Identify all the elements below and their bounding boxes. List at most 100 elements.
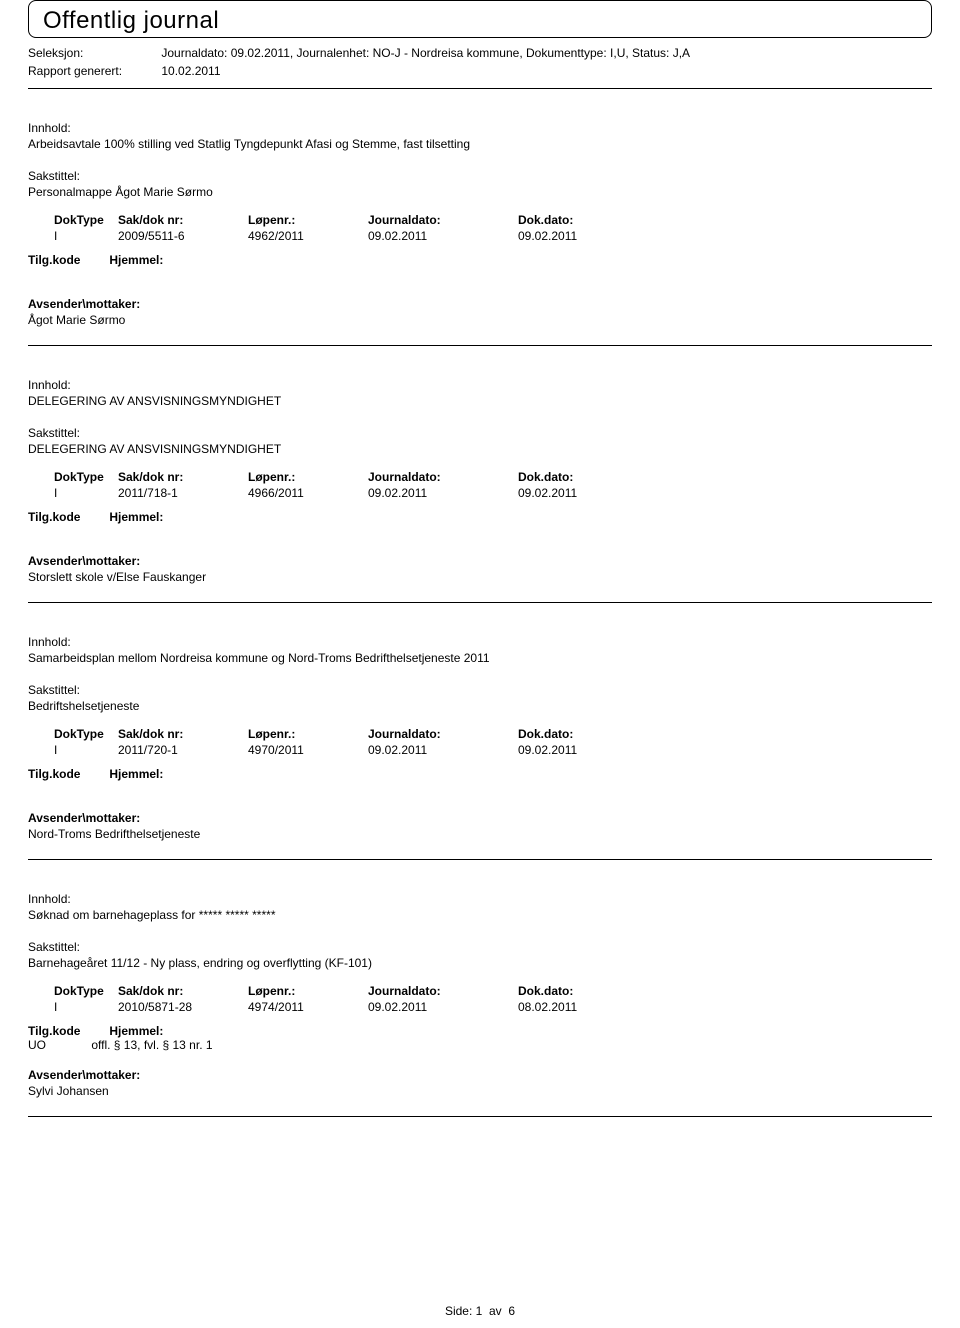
col-lopenr-label: Løpenr.: — [248, 727, 368, 741]
innhold-text: Søknad om barnehageplass for ***** *****… — [28, 908, 932, 922]
journaldato-value: 09.02.2011 — [368, 1000, 518, 1014]
hjemmel-row: Tilg.kode Hjemmel: — [28, 253, 932, 281]
doktype-value: I — [28, 486, 118, 500]
avsender-text: Sylvi Johansen — [28, 1084, 932, 1098]
avsender-label: Avsender\mottaker: — [28, 811, 932, 825]
avsender-label: Avsender\mottaker: — [28, 1068, 932, 1082]
rapport-line: Rapport generert: 10.02.2011 — [28, 64, 932, 78]
lopenr-value: 4962/2011 — [248, 229, 368, 243]
hjemmel-label: Hjemmel: — [109, 1024, 163, 1038]
hjemmel-row: Tilg.kode Hjemmel: — [28, 767, 932, 795]
avsender-text: Ågot Marie Sørmo — [28, 313, 932, 327]
sakstittel-label: Sakstittel: — [28, 169, 932, 183]
tilgkode-label: Tilg.kode — [28, 253, 106, 267]
seleksjon-line: Seleksjon: Journaldato: 09.02.2011, Jour… — [28, 46, 932, 60]
doktype-value: I — [28, 229, 118, 243]
col-doktype-label: DokType — [28, 727, 118, 741]
journal-entry: Innhold: Søknad om barnehageplass for **… — [28, 860, 932, 1117]
col-doktype-label: DokType — [28, 984, 118, 998]
dokdato-value: 09.02.2011 — [518, 229, 668, 243]
col-sakdok-label: Sak/dok nr: — [118, 727, 248, 741]
table-header-row: DokType Sak/dok nr: Løpenr.: Journaldato… — [28, 213, 932, 227]
seleksjon-value: Journaldato: 09.02.2011, Journalenhet: N… — [161, 46, 690, 60]
table-data-row: I 2011/718-1 4966/2011 09.02.2011 09.02.… — [28, 486, 932, 500]
innhold-text: DELEGERING AV ANSVISNINGSMYNDIGHET — [28, 394, 932, 408]
dokdato-value: 08.02.2011 — [518, 1000, 668, 1014]
col-lopenr-label: Løpenr.: — [248, 984, 368, 998]
innhold-text: Arbeidsavtale 100% stilling ved Statlig … — [28, 137, 932, 151]
avsender-text: Storslett skole v/Else Fauskanger — [28, 570, 932, 584]
col-journaldato-label: Journaldato: — [368, 470, 518, 484]
av-label: av — [489, 1304, 502, 1318]
page-footer: Side: 1 av 6 — [0, 1304, 960, 1318]
hjemmel-row: Tilg.kode Hjemmel: UO offl. § 13, fvl. §… — [28, 1024, 932, 1052]
sakdok-value: 2009/5511-6 — [118, 229, 248, 243]
page-title: Offentlig journal — [43, 7, 917, 35]
hjemmel-row: Tilg.kode Hjemmel: — [28, 510, 932, 538]
rapport-value: 10.02.2011 — [161, 64, 220, 78]
col-sakdok-label: Sak/dok nr: — [118, 984, 248, 998]
dokdato-value: 09.02.2011 — [518, 486, 668, 500]
journal-entry: Innhold: Samarbeidsplan mellom Nordreisa… — [28, 603, 932, 860]
avsender-label: Avsender\mottaker: — [28, 554, 932, 568]
col-journaldato-label: Journaldato: — [368, 727, 518, 741]
page-total: 6 — [508, 1304, 515, 1318]
hjemmel-label: Hjemmel: — [109, 767, 163, 781]
journaldato-value: 09.02.2011 — [368, 743, 518, 757]
journaldato-value: 09.02.2011 — [368, 229, 518, 243]
sakdok-value: 2011/720-1 — [118, 743, 248, 757]
col-sakdok-label: Sak/dok nr: — [118, 470, 248, 484]
sakstittel-text: Bedriftshelsetjeneste — [28, 699, 932, 713]
lopenr-value: 4974/2011 — [248, 1000, 368, 1014]
tilgkode-label: Tilg.kode — [28, 1024, 106, 1038]
sakstittel-label: Sakstittel: — [28, 940, 932, 954]
lopenr-value: 4966/2011 — [248, 486, 368, 500]
innhold-label: Innhold: — [28, 121, 932, 135]
doktype-value: I — [28, 1000, 118, 1014]
sakstittel-text: Personalmappe Ågot Marie Sørmo — [28, 185, 932, 199]
col-doktype-label: DokType — [28, 213, 118, 227]
table-header-row: DokType Sak/dok nr: Løpenr.: Journaldato… — [28, 727, 932, 741]
hjemmel-label: Hjemmel: — [109, 510, 163, 524]
journal-entry: Innhold: Arbeidsavtale 100% stilling ved… — [28, 88, 932, 346]
seleksjon-label: Seleksjon: — [28, 46, 158, 60]
col-dokdato-label: Dok.dato: — [518, 470, 668, 484]
table-data-row: I 2009/5511-6 4962/2011 09.02.2011 09.02… — [28, 229, 932, 243]
title-box: Offentlig journal — [28, 0, 932, 38]
table-header-row: DokType Sak/dok nr: Løpenr.: Journaldato… — [28, 984, 932, 998]
col-sakdok-label: Sak/dok nr: — [118, 213, 248, 227]
tilgkode-label: Tilg.kode — [28, 510, 106, 524]
col-dokdato-label: Dok.dato: — [518, 213, 668, 227]
hjemmel-code: UO — [28, 1038, 88, 1052]
sakstittel-text: DELEGERING AV ANSVISNINGSMYNDIGHET — [28, 442, 932, 456]
col-lopenr-label: Løpenr.: — [248, 213, 368, 227]
sakstittel-label: Sakstittel: — [28, 683, 932, 697]
hjemmel-label: Hjemmel: — [109, 253, 163, 267]
table-data-row: I 2011/720-1 4970/2011 09.02.2011 09.02.… — [28, 743, 932, 757]
lopenr-value: 4970/2011 — [248, 743, 368, 757]
innhold-text: Samarbeidsplan mellom Nordreisa kommune … — [28, 651, 932, 665]
sakdok-value: 2010/5871-28 — [118, 1000, 248, 1014]
rapport-label: Rapport generert: — [28, 64, 158, 78]
innhold-label: Innhold: — [28, 892, 932, 906]
col-journaldato-label: Journaldato: — [368, 984, 518, 998]
doktype-value: I — [28, 743, 118, 757]
journaldato-value: 09.02.2011 — [368, 486, 518, 500]
avsender-text: Nord-Troms Bedrifthelsetjeneste — [28, 827, 932, 841]
side-label: Side: — [445, 1304, 472, 1318]
hjemmel-text: offl. § 13, fvl. § 13 nr. 1 — [91, 1038, 212, 1052]
sakdok-value: 2011/718-1 — [118, 486, 248, 500]
tilgkode-label: Tilg.kode — [28, 767, 106, 781]
avsender-label: Avsender\mottaker: — [28, 297, 932, 311]
sakstittel-label: Sakstittel: — [28, 426, 932, 440]
page-container: Offentlig journal Seleksjon: Journaldato… — [0, 0, 960, 1117]
entries-list: Innhold: Arbeidsavtale 100% stilling ved… — [28, 88, 932, 1117]
col-dokdato-label: Dok.dato: — [518, 984, 668, 998]
dokdato-value: 09.02.2011 — [518, 743, 668, 757]
innhold-label: Innhold: — [28, 635, 932, 649]
col-dokdato-label: Dok.dato: — [518, 727, 668, 741]
page-current: 1 — [476, 1304, 483, 1318]
table-header-row: DokType Sak/dok nr: Løpenr.: Journaldato… — [28, 470, 932, 484]
sakstittel-text: Barnehageåret 11/12 - Ny plass, endring … — [28, 956, 932, 970]
col-doktype-label: DokType — [28, 470, 118, 484]
